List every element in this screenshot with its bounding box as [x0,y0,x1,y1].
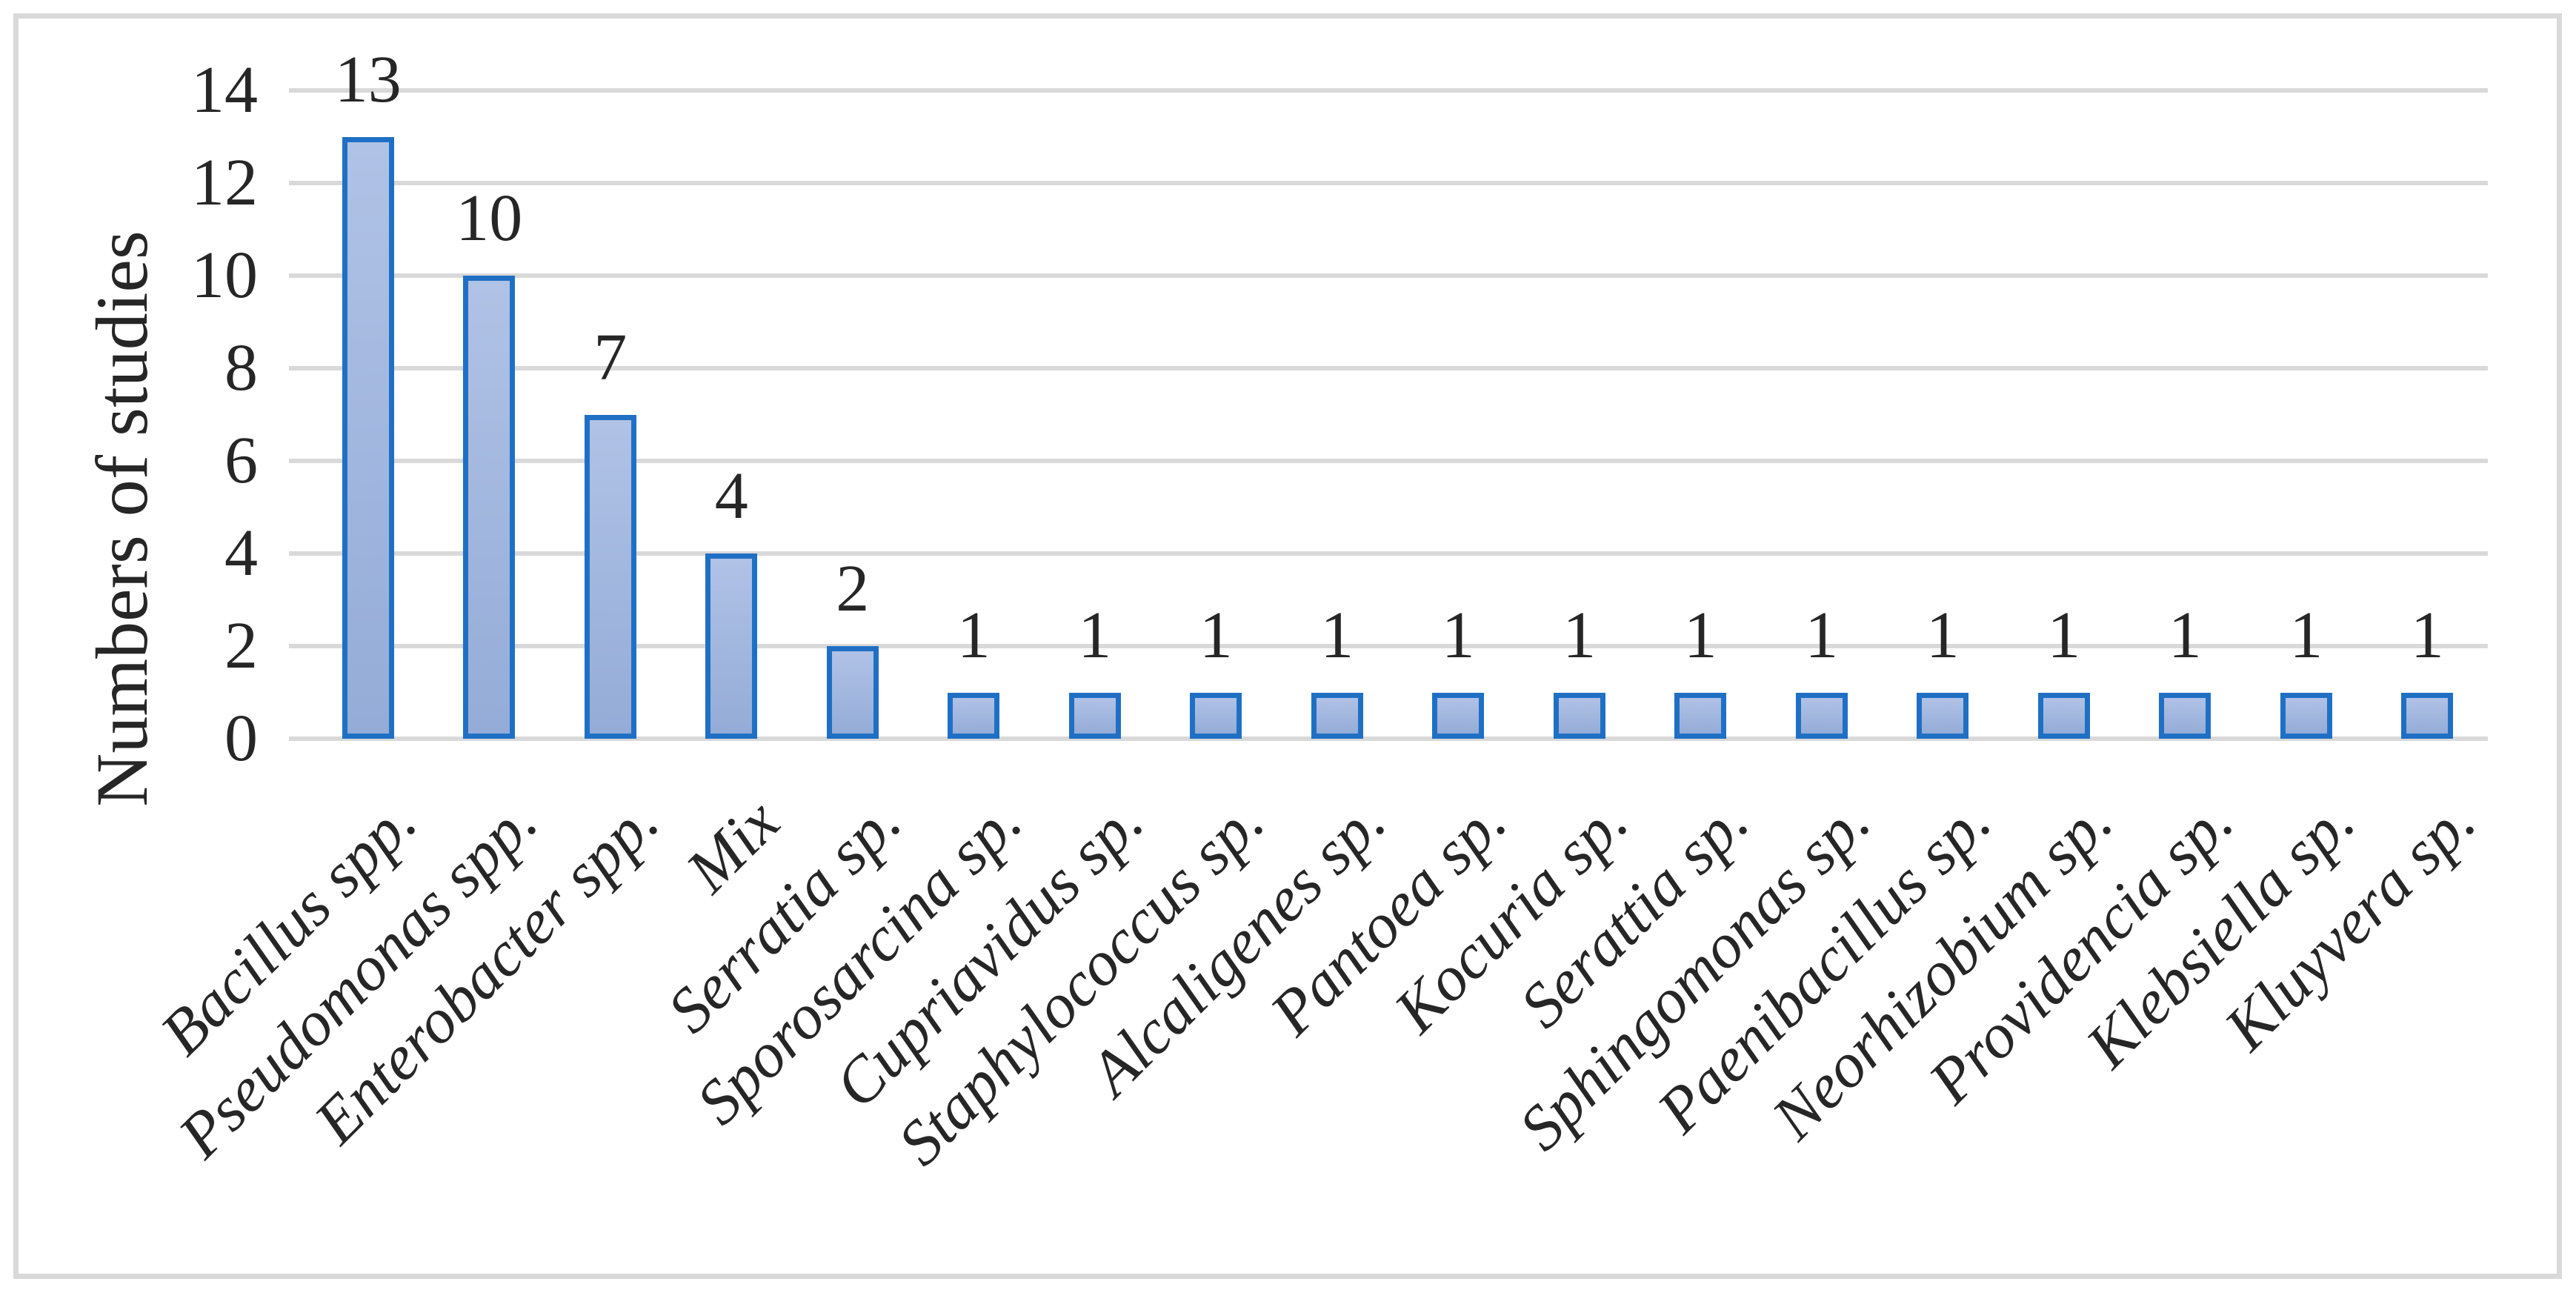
gridline [307,88,2488,93]
y-axis-tick-mark [289,273,310,278]
bar-value-label: 1 [1562,598,1597,672]
bar [1674,692,1727,739]
y-axis-tick-mark [289,181,310,185]
bar-value-label: 1 [1441,598,1475,672]
y-tick-label: 6 [224,424,258,497]
bar [1068,692,1121,739]
figure-frame [13,13,2562,1279]
y-axis-title: Numbers of studies [81,230,163,807]
bar [1432,692,1485,739]
bar [2280,692,2332,739]
y-tick-label: 0 [224,702,258,775]
y-tick-label: 8 [224,331,258,405]
bar [1917,692,1969,739]
y-tick-label: 2 [224,609,258,682]
y-axis-tick-mark [289,88,310,93]
bar [2037,692,2090,739]
gridline [307,459,2488,463]
gridline [307,181,2488,185]
y-axis-tick-mark [289,737,310,741]
y-axis-tick-mark [289,459,310,463]
bar [1311,692,1363,739]
bar-value-label: 2 [836,552,870,625]
bar-value-label: 1 [2047,598,2081,672]
y-axis-tick-mark [289,644,310,648]
bar [584,414,636,739]
y-tick-label: 10 [191,239,258,312]
y-tick-label: 4 [224,516,258,590]
gridline [307,366,2488,370]
bar-value-label: 1 [2168,598,2202,672]
bar-value-label: 1 [2289,598,2323,672]
bar [2401,692,2454,739]
gridline [307,644,2488,648]
bar-value-label: 1 [956,598,991,672]
y-axis-tick-mark [289,366,310,370]
bar-value-label: 1 [1805,598,1839,672]
y-tick-label: 12 [191,146,258,219]
bar-value-label: 13 [334,42,402,116]
bar-value-label: 1 [1683,598,1717,672]
bar [342,136,394,739]
gridline [307,551,2488,556]
y-axis-tick-mark [289,551,310,556]
bar [705,553,758,739]
bar [948,692,1000,739]
bar-value-label: 1 [2410,598,2444,672]
bar [826,646,879,739]
bar [1795,692,1848,739]
bar [1553,692,1605,739]
bar-value-label: 1 [1199,598,1233,672]
bar-value-label: 4 [714,459,748,533]
x-axis-line [307,737,2488,741]
bar-value-label: 7 [593,320,628,394]
bar-value-label: 1 [1078,598,1112,672]
bar-value-label: 1 [1320,598,1354,672]
bar [2159,692,2211,739]
bar-value-label: 1 [1926,598,1960,672]
y-tick-label: 14 [191,53,258,127]
bar-value-label: 10 [456,182,523,255]
bar [1190,692,1242,739]
gridline [307,273,2488,278]
bar [463,276,516,739]
